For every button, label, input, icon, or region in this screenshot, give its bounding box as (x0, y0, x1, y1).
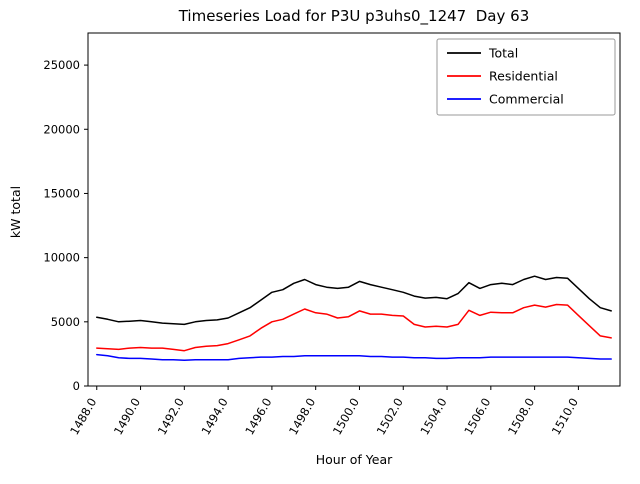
legend-box (436, 38, 616, 116)
x-tick-label: 1510.0 (549, 396, 581, 438)
x-tick-label: 1502.0 (374, 396, 406, 438)
legend-label: Residential (489, 69, 558, 84)
y-tick-label: 20000 (43, 122, 80, 136)
x-tick-label: 1496.0 (242, 396, 274, 438)
x-axis-ticks: 1488.0 1490.0 1492.0 1494.0 1496.0 1498.0 1500… (67, 386, 581, 437)
x-tick-label: 1488.0 (67, 396, 99, 438)
x-axis-label: Hour of Year (316, 452, 393, 467)
y-tick-label: 0 (73, 379, 80, 393)
y-tick-label: 10000 (43, 251, 80, 265)
y-tick-label: 25000 (43, 58, 80, 72)
legend-item-residential: Residential (447, 69, 558, 84)
series-line-total (96, 275, 612, 326)
legend: Total Residential Commercial (436, 38, 616, 116)
y-tick-label: 15000 (43, 186, 80, 200)
legend-item-total: Total (447, 46, 518, 61)
y-tick-label: 5000 (51, 315, 80, 329)
legend-label: Total (488, 46, 518, 61)
y-axis-ticks: 0 5000 10000 15000 20000 25000 (43, 58, 88, 393)
y-axis-label: kW total (8, 186, 23, 238)
plot-area: 1488.0 1490.0 1492.0 1494.0 1496.0 1498.0 1500… (43, 32, 621, 437)
x-tick-label: 1500.0 (330, 396, 362, 438)
series-line-residential (96, 303, 612, 352)
legend-item-commercial: Commercial (447, 92, 564, 107)
x-tick-label: 1504.0 (417, 396, 449, 438)
chart-title: Timeseries Load for P3U p3uhs0_1247 Day … (178, 7, 530, 26)
legend-label: Commercial (489, 92, 564, 107)
x-tick-label: 1506.0 (461, 396, 493, 438)
x-tick-label: 1492.0 (155, 396, 187, 438)
x-tick-label: 1498.0 (286, 396, 318, 438)
x-tick-label: 1508.0 (505, 396, 537, 438)
series-line-commercial (96, 353, 612, 362)
x-tick-label: 1490.0 (111, 396, 143, 438)
x-tick-label: 1494.0 (198, 396, 230, 438)
